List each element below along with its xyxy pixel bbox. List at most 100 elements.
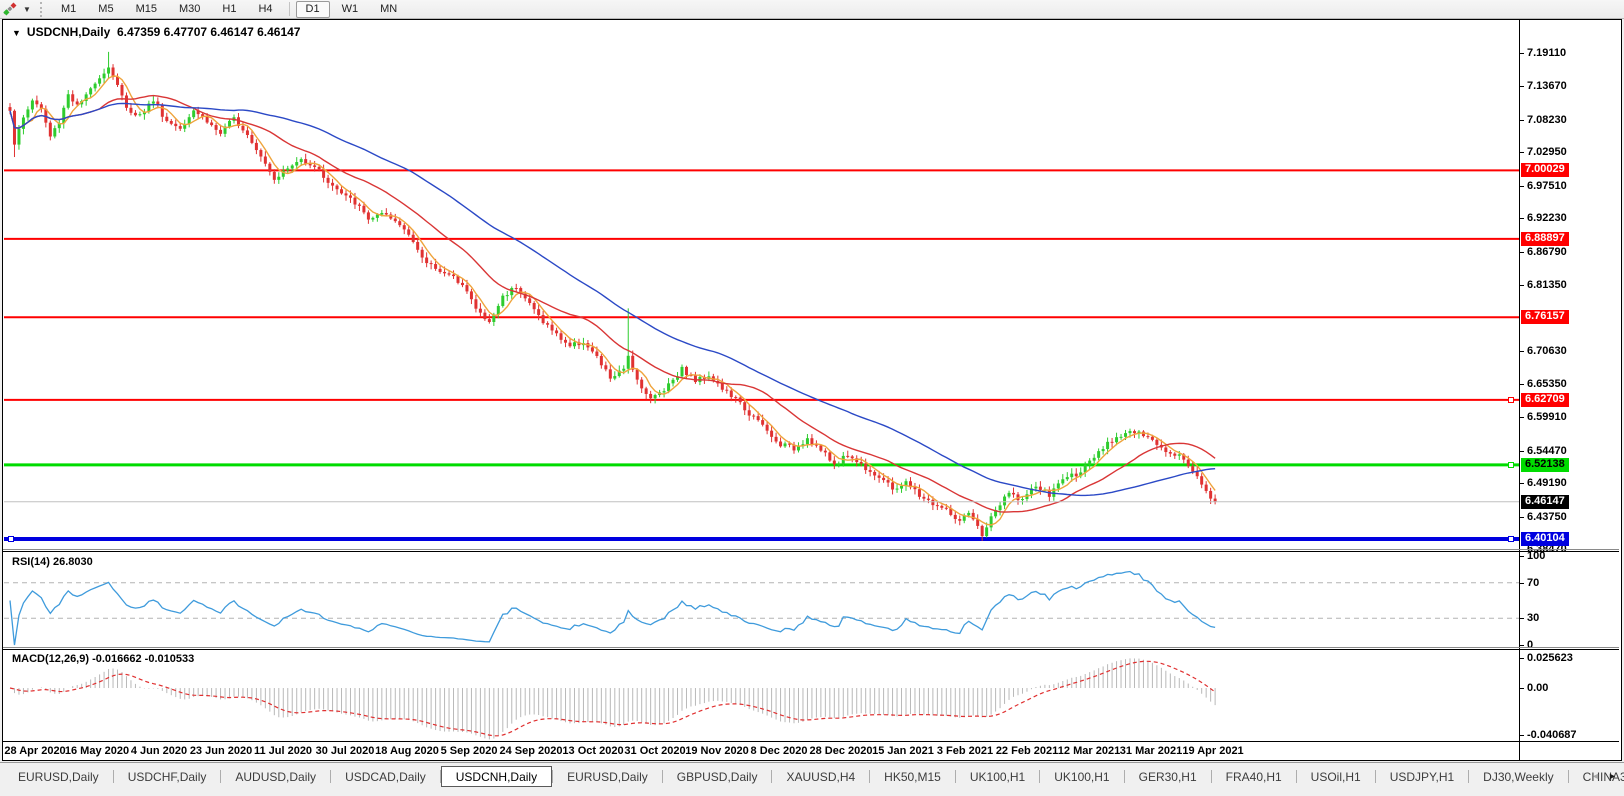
- chart-tab-eurusd[interactable]: EURUSD,Daily: [567, 769, 648, 784]
- chart-tab-bar: EURUSD,Daily USDCHF,Daily AUDUSD,Daily USDC…: [0, 762, 1624, 796]
- timeframe-d1-button[interactable]: D1: [295, 0, 330, 18]
- pane-divider[interactable]: [3, 549, 1619, 550]
- tab-separator: [1123, 770, 1125, 783]
- price-tick-label: 6.92230: [1527, 212, 1567, 225]
- rsi-tick-label: 100: [1527, 550, 1546, 562]
- timeframe-mn-button[interactable]: MN: [370, 1, 407, 18]
- chart-tab-eurusd[interactable]: EURUSD,Daily: [18, 769, 99, 784]
- tab-separator: [771, 770, 773, 783]
- chart-tab-usdcad[interactable]: USDCAD,Daily: [345, 769, 426, 784]
- pane-divider[interactable]: [3, 551, 1619, 552]
- date-axis-label: 19 Nov 2020: [685, 745, 749, 757]
- price-tick-mark: [1519, 285, 1524, 287]
- tab-separator: [1374, 770, 1376, 783]
- date-axis-label: 16 May 2020: [64, 745, 130, 757]
- chart-tabs: EURUSD,Daily USDCHF,Daily AUDUSD,Daily USDC…: [4, 766, 1624, 787]
- tab-separator: [1468, 770, 1470, 783]
- price-tick-mark: [1519, 483, 1524, 485]
- tab-separator: [869, 770, 871, 783]
- timeframe-h1-button[interactable]: H1: [212, 1, 246, 18]
- date-axis-label: 13 Oct 2020: [562, 745, 624, 757]
- timeframe-w1-button[interactable]: W1: [332, 1, 369, 18]
- chart-tab-usdjpy[interactable]: USDJPY,H1: [1389, 769, 1455, 784]
- tab-separator: [330, 770, 332, 783]
- macd-label: MACD(12,26,9) -0.016662 -0.010533: [12, 653, 195, 665]
- timeframe-toolbar: ▼ M1 M5 M15 M30 H1 H4 D1 W1 MN: [0, 0, 1624, 19]
- chart-tab-china300[interactable]: CHINA300,H1: [1582, 769, 1624, 784]
- chart-tab-audusd[interactable]: AUDUSD,Daily: [235, 769, 317, 784]
- tool-dropdown-caret-icon[interactable]: ▼: [23, 4, 31, 14]
- price-tick-mark: [1519, 351, 1524, 353]
- macd-tick-mark: [1519, 688, 1524, 690]
- date-axis-label: 28 Apr 2020: [4, 745, 66, 757]
- price-tick-mark: [1519, 251, 1524, 253]
- timeframe-m30-button[interactable]: M30: [169, 1, 210, 18]
- price-tick-label: 6.81350: [1527, 279, 1567, 292]
- price-tick-mark: [1519, 53, 1524, 55]
- chart-tab-xauusd[interactable]: XAUUSD,H4: [786, 769, 856, 784]
- line-endpoint-handle[interactable]: [1508, 461, 1514, 468]
- price-tick-label: 7.08230: [1527, 113, 1567, 126]
- date-axis-label: 15 Jan 2021: [872, 745, 934, 757]
- tab-separator: [1567, 770, 1569, 783]
- tabs-scroll-right-icon[interactable]: ►: [1608, 771, 1617, 781]
- tab-separator: [439, 770, 441, 783]
- price-tick-label: 6.49190: [1527, 477, 1567, 490]
- price-level-badge: 6.52138: [1521, 457, 1569, 472]
- tab-separator: [1295, 770, 1297, 783]
- chart-tab-fra40[interactable]: FRA40,H1: [1225, 769, 1282, 784]
- chart-tab-usdchf[interactable]: USDCHF,Daily: [127, 769, 207, 784]
- date-axis-label: 31 Mar 2021: [1119, 745, 1183, 757]
- pane-divider[interactable]: [3, 649, 1619, 650]
- date-axis-label: 23 Jun 2020: [189, 745, 253, 757]
- date-axis-label: 31 Oct 2020: [624, 745, 686, 757]
- price-level-badge: 7.00029: [1521, 163, 1569, 178]
- price-tick-mark: [1519, 86, 1524, 88]
- timeframe-m15-button[interactable]: M15: [126, 1, 167, 18]
- price-tick-mark: [1519, 185, 1524, 187]
- chart-tab-usoil[interactable]: USOil,H1: [1310, 769, 1361, 784]
- drawing-tools-icon[interactable]: [0, 1, 20, 18]
- toolbar-separator: [288, 2, 290, 16]
- pane-divider[interactable]: [3, 741, 1619, 742]
- tab-separator: [112, 770, 114, 783]
- timeframe-m5-button[interactable]: M5: [88, 1, 123, 18]
- tab-separator: [1210, 770, 1212, 783]
- price-tick-label: 6.43750: [1527, 510, 1567, 523]
- date-axis-label: 4 Jun 2020: [130, 745, 188, 757]
- macd-tick-label: 0.00: [1527, 682, 1549, 695]
- tab-separator: [661, 770, 663, 783]
- price-tick-mark: [1519, 119, 1524, 121]
- line-endpoint-handle[interactable]: [1508, 396, 1514, 403]
- rsi-tick-mark: [1519, 645, 1524, 646]
- price-tick-mark: [1519, 516, 1524, 518]
- pane-divider[interactable]: [3, 647, 1619, 648]
- chart-tab-uk100[interactable]: UK100,H1: [969, 769, 1026, 784]
- price-tick-mark: [1519, 450, 1524, 452]
- chart-tab-dj30[interactable]: DJ30,Weekly: [1483, 769, 1554, 784]
- macd-tick-mark: [1519, 658, 1524, 660]
- tab-separator: [1039, 770, 1041, 783]
- chart-tab-gbpusd[interactable]: GBPUSD,Daily: [676, 769, 758, 784]
- toolbar-grip[interactable]: [40, 1, 46, 17]
- tabs-scroll-left-icon[interactable]: ◄: [1591, 771, 1600, 781]
- price-tick-label: 6.86790: [1527, 245, 1567, 258]
- timeframe-m1-button[interactable]: M1: [51, 1, 86, 18]
- date-axis-label: 8 Dec 2020: [750, 745, 808, 757]
- price-tick-mark: [1519, 218, 1524, 220]
- chart-tab-uk100[interactable]: UK100,H1: [1054, 769, 1110, 784]
- chart-tab-usdcnh[interactable]: USDCNH,Daily: [440, 766, 553, 787]
- price-tick-label: 7.19110: [1527, 47, 1567, 60]
- price-tick-label: 6.97510: [1527, 179, 1567, 192]
- price-tick-label: 7.13670: [1527, 80, 1567, 93]
- price-tick-mark: [1519, 152, 1524, 154]
- line-endpoint-handle[interactable]: [8, 535, 14, 542]
- price-level-badge: 6.62709: [1521, 392, 1569, 407]
- chart-tab-ger30[interactable]: GER30,H1: [1138, 769, 1197, 784]
- line-endpoint-handle[interactable]: [1508, 535, 1514, 542]
- drawing-tools-icon-glyph: [3, 2, 17, 16]
- timeframe-h4-button[interactable]: H4: [248, 1, 282, 18]
- chart-tab-hk50[interactable]: HK50,M15: [884, 769, 941, 784]
- collapse-triangle-icon[interactable]: ▼: [12, 28, 21, 38]
